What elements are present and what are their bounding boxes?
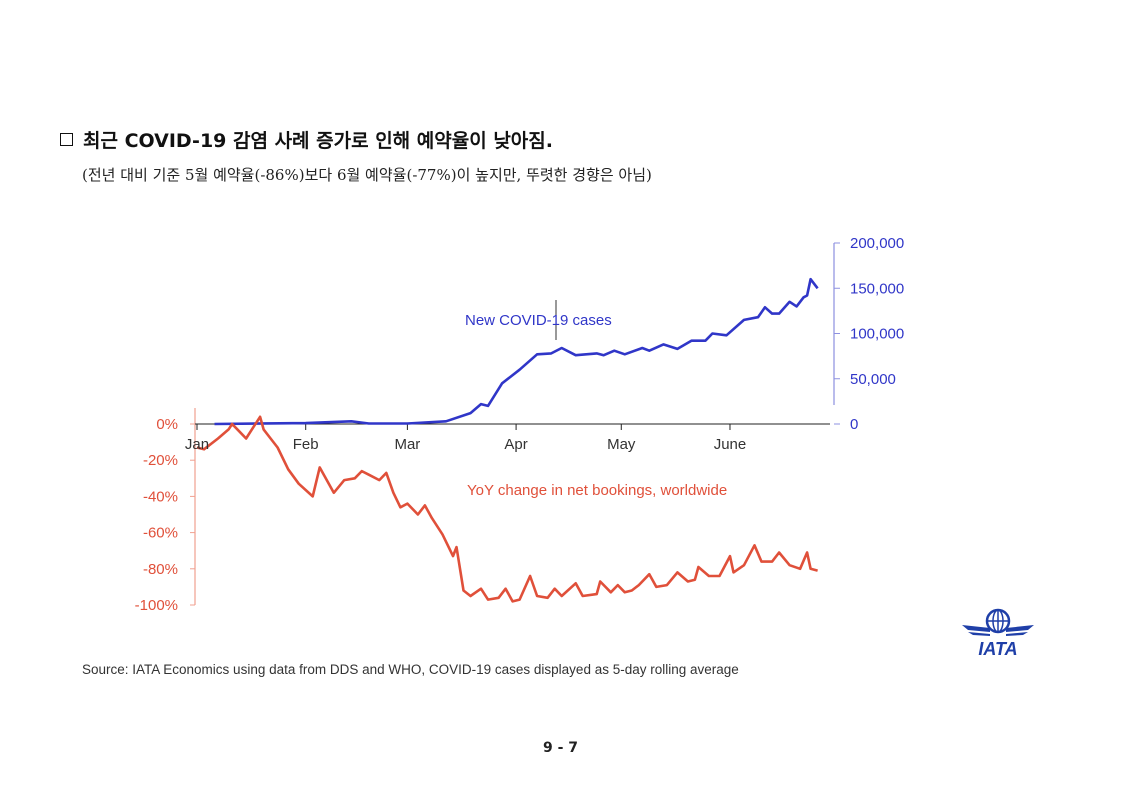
cases-series-label: New COVID-19 cases	[465, 312, 612, 329]
page-number: 9 - 7	[542, 740, 579, 756]
cases-line	[214, 277, 819, 426]
left-tick-label: -80%	[143, 561, 178, 578]
logo-text: IATA	[978, 639, 1017, 658]
left-tick-label: -100%	[135, 597, 178, 614]
x-tick-label: Jan	[185, 436, 209, 453]
x-tick-label: Feb	[293, 436, 319, 453]
right-tick-label: 150,000	[850, 280, 904, 297]
x-tick-label: May	[607, 436, 636, 453]
right-tick-label: 0	[850, 416, 858, 433]
x-tick-label: Mar	[394, 436, 420, 453]
subheading: (전년 대비 기준 5월 예약율(-86%)보다 6월 예약율(-77%)이 높…	[82, 166, 652, 184]
x-tick-label: June	[714, 436, 747, 453]
left-tick-label: -40%	[143, 488, 178, 505]
left-tick-label: -20%	[143, 452, 178, 469]
x-tick-label: Apr	[504, 436, 527, 453]
iata-logo: IATA	[962, 608, 1034, 658]
source-note: Source: IATA Economics using data from D…	[82, 662, 739, 677]
left-tick-label: 0%	[156, 416, 178, 433]
bookings-series-label: YoY change in net bookings, worldwide	[467, 482, 727, 499]
section-heading: 최근 COVID-19 감염 사례 증가로 인해 예약율이 낮아짐.	[60, 126, 553, 153]
right-tick-label: 200,000	[850, 235, 904, 252]
heading-text: 최근 COVID-19 감염 사례 증가로 인해 예약율이 낮아짐.	[83, 130, 553, 152]
right-tick-label: 50,000	[850, 371, 896, 388]
right-tick-label: 100,000	[850, 326, 904, 343]
checkbox-bullet-icon	[60, 133, 73, 146]
left-tick-label: -60%	[143, 525, 178, 542]
